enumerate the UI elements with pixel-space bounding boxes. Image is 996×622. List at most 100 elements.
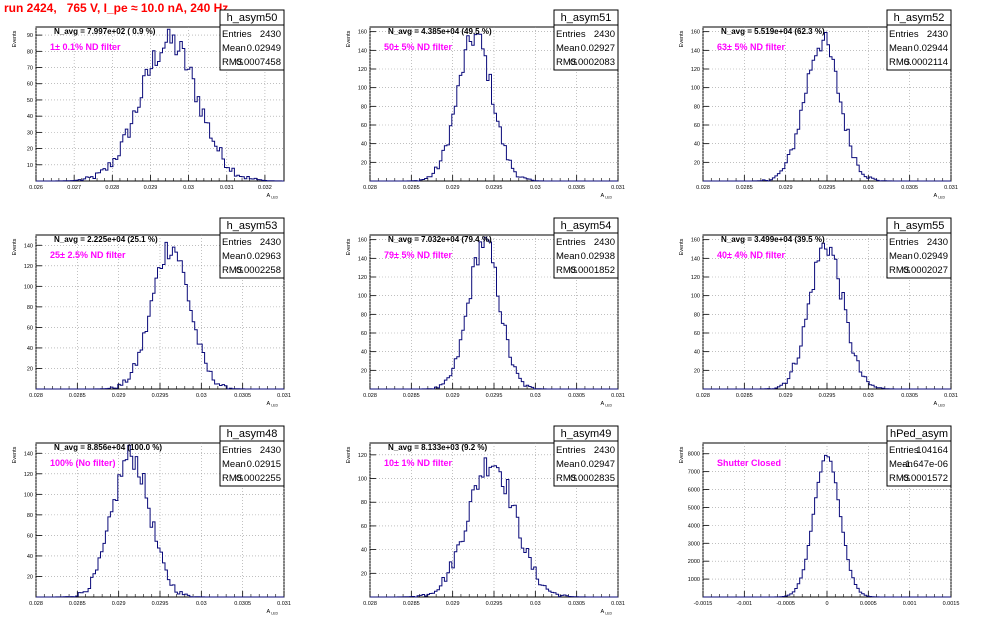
x-tick-label: 0.029 — [446, 601, 460, 607]
x-tick-label: 0.028 — [363, 601, 377, 607]
stats-value: 0.02938 — [581, 251, 615, 262]
navg-label: N_avg = 5.519e+04 (62.3 %) — [721, 27, 825, 36]
x-tick-label: 0.029 — [779, 185, 793, 191]
y-tick-label: 140 — [358, 256, 367, 262]
panel-h_asym54: 0.028 0.0285 0.029 0.0295 0.03 0.0305 0.031 20 4… — [346, 217, 625, 408]
stats-key: Entries — [222, 445, 252, 456]
stats-key: Entries — [222, 237, 252, 248]
x-tick-label: 0.03 — [196, 601, 207, 607]
x-tick-label: 0 — [825, 601, 828, 607]
stats-value: 0.02949 — [247, 43, 281, 54]
y-tick-label: 80 — [361, 312, 367, 318]
x-tick-label: 0.0305 — [568, 393, 585, 399]
navg-label: N_avg = 4.385e+04 (49.5 %) — [388, 27, 492, 36]
x-tick-label: 0.0285 — [69, 601, 86, 607]
x-tick-label: 0.0305 — [901, 393, 918, 399]
navg-label: N_avg = 8.856e+04 (100.0 %) — [54, 443, 162, 452]
y-tick-label: 90 — [27, 33, 33, 39]
x-tick-label: 0.031 — [611, 601, 625, 607]
y-tick-label: 40 — [694, 350, 700, 356]
x-tick-label: 0.0295 — [486, 601, 503, 607]
x-tick-label: -0.001 — [737, 601, 753, 607]
y-tick-label: 3000 — [688, 541, 700, 547]
x-tick-label: 0.031 — [277, 601, 291, 607]
stats-value: 2430 — [594, 237, 615, 248]
x-axis-label: A LED — [601, 609, 613, 616]
filter-label: Shutter Closed — [717, 458, 781, 468]
y-tick-label: 40 — [27, 114, 33, 120]
y-tick-label: 20 — [27, 574, 33, 580]
x-tick-label: 0.028 — [29, 393, 43, 399]
histogram-h_asym48 — [36, 444, 284, 598]
x-tick-label: 0.031 — [611, 393, 625, 399]
y-tick-label: 120 — [24, 472, 33, 478]
stats-box — [219, 9, 285, 71]
y-tick-label: 80 — [27, 305, 33, 311]
y-axis-label: Events — [679, 30, 685, 47]
stats-key: Entries — [556, 445, 586, 456]
y-axis-label: Events — [679, 446, 685, 463]
y-tick-label: 80 — [361, 104, 367, 110]
y-tick-label: 80 — [27, 49, 33, 55]
x-axis-label: A LED — [267, 401, 279, 408]
y-tick-label: 80 — [694, 312, 700, 318]
y-tick-label: 80 — [361, 500, 367, 506]
stats-key: Entries — [222, 29, 252, 40]
y-tick-label: 6000 — [688, 488, 700, 494]
stats-box — [553, 9, 619, 71]
stats-key: Entries — [889, 445, 919, 456]
panel-h_asym48: 0.028 0.0285 0.029 0.0295 0.03 0.0305 0.031 20 4… — [12, 425, 291, 616]
stats-title: h_asym54 — [561, 220, 612, 232]
y-tick-label: 40 — [27, 346, 33, 352]
stats-title: h_asym52 — [894, 12, 945, 24]
x-tick-label: 0.0295 — [486, 185, 503, 191]
stats-key: RMS — [889, 265, 910, 276]
stats-box — [219, 217, 285, 279]
stats-box — [219, 425, 285, 487]
y-tick-label: 20 — [694, 368, 700, 374]
y-tick-label: 20 — [361, 368, 367, 374]
x-tick-label: 0.0005 — [860, 601, 877, 607]
stats-box — [886, 9, 952, 71]
y-axis-label: Events — [346, 238, 352, 255]
stats-key: Entries — [556, 29, 586, 40]
filter-label: 40± 4% ND filter — [717, 250, 785, 260]
stats-key: Mean — [889, 459, 913, 470]
panel-h_asym52: 0.028 0.0285 0.029 0.0295 0.03 0.0305 0.031 20 4… — [679, 9, 958, 200]
x-tick-label: 0.029 — [112, 393, 126, 399]
stats-key: Mean — [889, 251, 913, 262]
x-tick-label: 0.031 — [277, 393, 291, 399]
filter-label: 63± 5% ND filter — [717, 42, 785, 52]
y-axis-label: Events — [12, 30, 18, 47]
y-tick-label: 100 — [24, 284, 33, 290]
x-tick-label: 0.0285 — [403, 185, 420, 191]
stats-value: 0.02947 — [581, 459, 615, 470]
x-axis-label: A LED — [934, 401, 946, 408]
stats-value: 2430 — [260, 29, 281, 40]
stats-title: hPed_asym — [890, 428, 948, 440]
x-tick-label: 0.0305 — [568, 601, 585, 607]
histogram-h_asym54 — [370, 236, 618, 390]
y-tick-label: 20 — [361, 571, 367, 577]
x-tick-label: 0.03 — [530, 393, 541, 399]
x-tick-label: 0.031 — [944, 185, 958, 191]
stats-value: 2430 — [927, 237, 948, 248]
stats-value: 0.02949 — [914, 251, 948, 262]
x-tick-label: 0.031 — [944, 393, 958, 399]
y-tick-label: 160 — [358, 30, 367, 36]
panel-h_asym53: 0.028 0.0285 0.029 0.0295 0.03 0.0305 0.031 20 4… — [12, 217, 291, 408]
y-tick-label: 1000 — [688, 577, 700, 583]
y-tick-label: 50 — [27, 98, 33, 104]
stats-value: 0.0002255 — [236, 473, 281, 484]
panel-hPed_asym: -0.0015 -0.001 -0.0005 0 0.0005 0.001 0.0015 10… — [679, 425, 959, 607]
y-tick-label: 20 — [694, 160, 700, 166]
histogram-h_asym53 — [36, 241, 284, 390]
y-tick-label: 4000 — [688, 523, 700, 529]
y-tick-label: 120 — [24, 264, 33, 270]
y-tick-label: 100 — [358, 294, 367, 300]
y-tick-label: 40 — [694, 142, 700, 148]
stats-key: RMS — [889, 473, 910, 484]
stats-key: RMS — [222, 265, 243, 276]
filter-label: 25± 2.5% ND filter — [50, 250, 126, 260]
